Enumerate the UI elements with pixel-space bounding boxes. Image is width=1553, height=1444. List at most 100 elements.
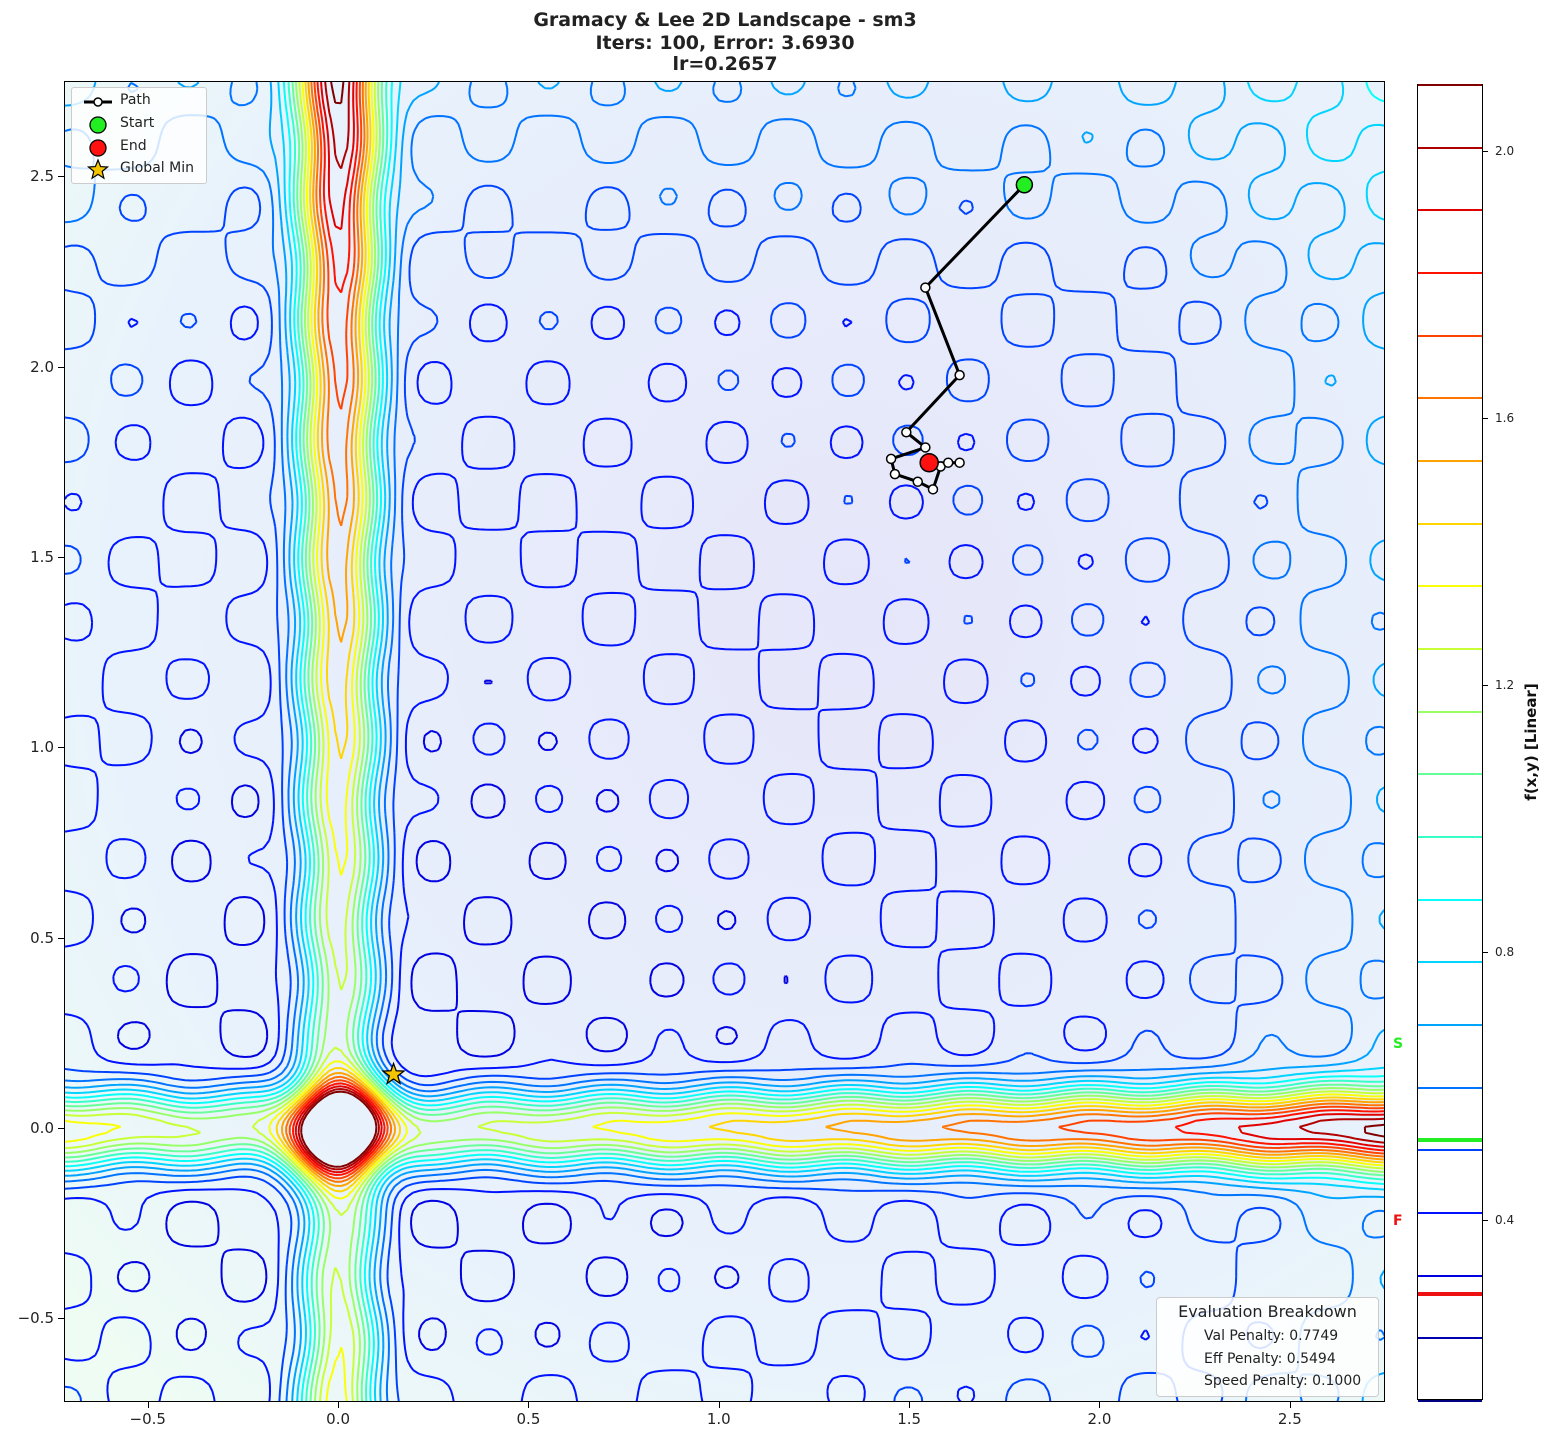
path-point-marker: [912, 476, 923, 487]
contour-level: [65, 82, 1384, 1401]
x-tick-label: 0.0: [326, 1410, 351, 1428]
contour-level: [65, 82, 1384, 1401]
y-tick-mark: [58, 937, 64, 939]
end-marker: [919, 452, 939, 473]
path-point-marker: [954, 457, 965, 468]
colorbar-level-line: [1418, 1086, 1482, 1089]
colorbar-level-line: [1418, 1149, 1482, 1152]
colorbar-final-line: [1418, 1292, 1482, 1297]
colorbar-level-line: [1418, 1274, 1482, 1277]
x-tick-mark: [528, 1402, 530, 1408]
contour-level: [288, 82, 1384, 1180]
contour-level: [65, 303, 1165, 1401]
global-min-star-icon: [381, 1061, 406, 1085]
x-tick-label: 2.0: [1087, 1410, 1112, 1428]
colorbar-label: f(x,y) [Linear]: [1522, 683, 1540, 801]
colorbar-level-line: [1418, 397, 1482, 400]
x-tick-label: 1.5: [897, 1410, 922, 1428]
legend-label-path: Path: [120, 92, 151, 108]
colorbar-level-line: [1418, 84, 1482, 86]
legend-item-end: End: [72, 136, 206, 158]
y-tick-label: 1.0: [30, 738, 54, 757]
path-point-marker: [954, 369, 965, 381]
colorbar-level-line: [1418, 272, 1482, 274]
colorbar-level-line: [1418, 961, 1482, 964]
contour-level: [116, 679, 789, 1352]
x-tick-mark: [147, 1402, 149, 1408]
contour-level: [285, 82, 1384, 1183]
contour-level: [297, 82, 1384, 1171]
colorbar-start-marker: S: [1393, 1036, 1404, 1052]
colorbar-tick-mark: [1483, 418, 1488, 419]
contour-level: [65, 184, 1284, 1401]
y-tick-label: 1.5: [30, 547, 54, 566]
contour-level: [65, 82, 1384, 1401]
contour-level: [65, 82, 1384, 1401]
evaluation-breakdown-box: Evaluation Breakdown Val Penalty: 0.7749…: [1156, 1297, 1379, 1397]
legend-item-start: Start: [72, 113, 206, 135]
colorbar-level-line: [1418, 1400, 1482, 1402]
colorbar-tick-label: 1.6: [1495, 411, 1515, 425]
path-point-marker: [920, 282, 931, 293]
x-tick-label: 1.0: [706, 1410, 731, 1428]
val-penalty: Val Penalty: 0.7749: [1204, 1328, 1339, 1344]
colorbar-level-line: [1418, 522, 1482, 525]
colorbar-level-line: [1418, 898, 1482, 901]
colorbar-level-line: [1418, 209, 1482, 212]
y-tick-mark: [58, 176, 64, 178]
colorbar-tick-mark: [1483, 685, 1488, 687]
colorbar-level-line: [1418, 585, 1482, 588]
contour-canvas: [65, 82, 1384, 1401]
chart-title-line2: Iters: 100, Error: 3.6930: [595, 32, 855, 54]
contour-level: [65, 82, 1384, 1401]
end-circle-icon: [89, 139, 107, 157]
contour-level: [292, 82, 1384, 1176]
colorbar-start-line: [1418, 1138, 1482, 1143]
colorbar-level-line: [1418, 773, 1482, 776]
star-icon: [86, 158, 110, 180]
legend-label-global-min: Global Min: [120, 160, 194, 176]
path-point-marker: [927, 484, 939, 495]
y-tick-label: 0.5: [30, 928, 54, 947]
colorbar-level-line: [1418, 836, 1482, 838]
start-marker: [1015, 176, 1034, 194]
path-point-marker: [885, 453, 897, 465]
x-tick-mark: [1289, 1402, 1291, 1408]
contour-level: [281, 82, 1384, 1187]
chart-title-line1: Gramacy & Lee 2D Landscape - sm3: [533, 9, 917, 31]
y-tick-mark: [58, 1318, 64, 1320]
contour-level: [65, 82, 1384, 1401]
colorbar-level-line: [1418, 1337, 1482, 1340]
x-tick-mark: [909, 1402, 911, 1408]
path-line-icon: [84, 97, 112, 107]
path-point-marker: [889, 468, 901, 480]
contour-plot-area: [64, 81, 1385, 1402]
colorbar-level-line: [1418, 334, 1482, 337]
contour-level: [294, 82, 1384, 1174]
path-point-marker: [920, 442, 931, 453]
evaluation-heading: Evaluation Breakdown: [1178, 1302, 1357, 1321]
path-point-marker: [942, 457, 954, 468]
colorbar-level-line: [1418, 710, 1482, 713]
colorbar-level-line: [1418, 460, 1482, 462]
eff-penalty: Eff Penalty: 0.5494: [1204, 1351, 1336, 1367]
colorbar: [1417, 84, 1483, 1402]
path-point-marker: [901, 426, 912, 438]
y-tick-label: 2.5: [30, 167, 54, 186]
colorbar-tick-label: 2.0: [1495, 143, 1515, 158]
legend-label-end: End: [120, 138, 147, 154]
contour-level: [65, 82, 1384, 1401]
y-tick-mark: [58, 1127, 64, 1129]
y-tick-mark: [58, 747, 64, 749]
y-tick-label: 2.0: [30, 357, 54, 376]
colorbar-tick-mark: [1483, 952, 1488, 954]
x-tick-label: 2.5: [1277, 1410, 1302, 1428]
y-tick-label: 0.0: [30, 1118, 54, 1137]
colorbar-level-line: [1418, 1212, 1482, 1214]
x-tick-label: 0.5: [516, 1410, 541, 1428]
legend: Path Start End Global Min: [71, 87, 207, 184]
colorbar-tick-label: 1.2: [1495, 678, 1515, 693]
colorbar-level-line: [1418, 146, 1482, 149]
legend-label-start: Start: [120, 115, 155, 131]
x-tick-mark: [718, 1402, 720, 1408]
